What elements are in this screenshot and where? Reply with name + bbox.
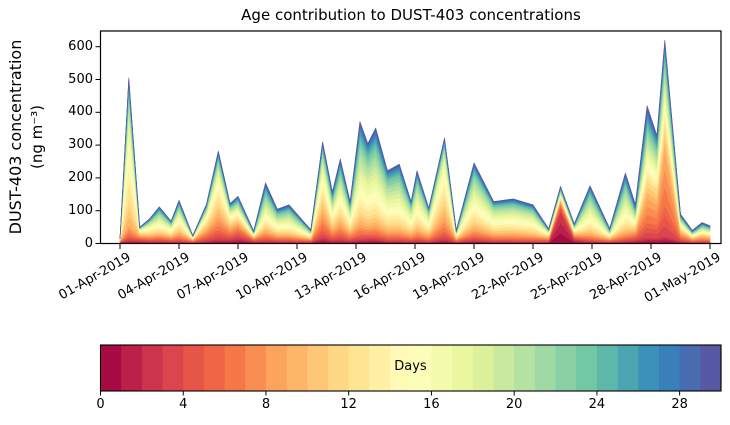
colorbar-segment-1 [121,345,143,391]
colorbar-tick-label: 16 [423,397,440,412]
colorbar-segment-21 [534,345,557,391]
colorbar-segment-12 [348,345,370,391]
colorbar-segment-28 [679,345,701,391]
colorbar-segment-29 [700,345,722,391]
y-tick-label: 200 [68,169,93,185]
colorbar-segment-3 [162,345,184,391]
colorbar-tick-label: 28 [671,397,688,412]
plot-spines [99,30,722,245]
colorbar-segment-5 [203,345,226,391]
plot-title: Age contribution to DUST-403 concentrati… [241,6,581,24]
colorbar-segment-16 [431,345,453,391]
colorbar-outline [99,344,722,392]
colorbar-tick-label: 8 [261,397,271,412]
colorbar-segment-4 [183,345,205,391]
colorbar-segment-14 [390,345,412,391]
colorbar-segment-13 [369,345,391,391]
colorbar-segment-6 [224,345,246,391]
colorbar-tick-label: 20 [505,397,523,412]
colorbar-segment-18 [472,345,495,391]
colorbar-tick-label: 0 [96,397,105,412]
age-layer-29 [119,39,711,239]
colorbar-segment-27 [658,345,681,391]
y-axis-label: DUST-403 concentration [6,39,25,235]
colorbar-segment-9 [286,345,308,391]
colorbar-segment-24 [596,345,619,391]
y-tick-label: 600 [68,38,93,54]
colorbar-tick-label: 12 [340,397,357,412]
colorbar-segment-11 [328,345,350,391]
colorbar-label: Days [394,359,427,374]
colorbar-segment-15 [410,345,433,391]
colorbar-segment-25 [617,345,639,391]
colorbar-segment-2 [141,345,164,391]
colorbar-segment-23 [576,345,598,391]
colorbar-segment-17 [452,345,474,391]
colorbar-segment-7 [245,345,267,391]
y-tick-label: 100 [68,202,93,218]
colorbar-segment-20 [514,345,536,391]
y-tick-label: 400 [68,104,93,120]
colorbar-segment-19 [493,345,515,391]
y-tick-label: 0 [84,235,93,251]
colorbar-segment-26 [638,345,660,391]
colorbar-tick-label: 4 [179,397,188,412]
y-tick-label: 500 [68,71,93,87]
colorbar-tick-label: 24 [588,397,606,412]
colorbar-segment-22 [555,345,577,391]
colorbar-segment-10 [307,345,329,391]
y-tick-label: 300 [68,137,93,153]
colorbar-segment-0 [100,345,122,391]
colorbar-segment-8 [265,345,288,391]
